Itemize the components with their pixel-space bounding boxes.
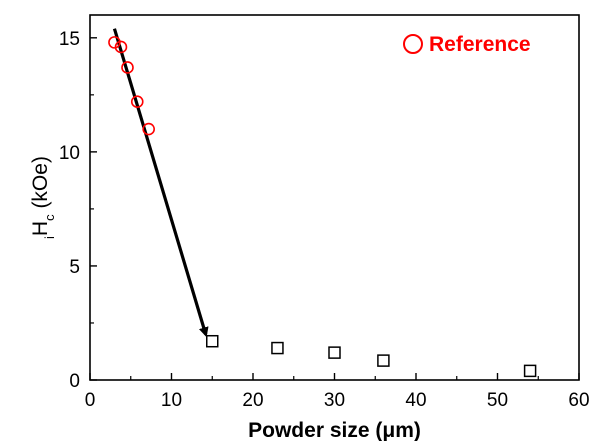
data-point-series-1 [523, 364, 537, 378]
data-point-series-0 [114, 40, 128, 54]
x-tick-label: 10 [161, 390, 182, 411]
y-tick-label: 5 [69, 257, 80, 278]
series-layer [108, 36, 537, 378]
y-tick-label: 10 [59, 143, 80, 164]
y-axis-label-sub-left: i [42, 236, 57, 239]
data-point-series-0 [142, 122, 155, 136]
y-axis-label: iHc (kOe) [29, 156, 57, 239]
x-tick-label: 60 [568, 390, 589, 411]
y-axis-ticks: 0 5 10 15 [59, 29, 97, 392]
x-tick-label: 50 [487, 390, 508, 411]
data-point-series-0 [130, 95, 144, 108]
data-point-series-1 [328, 346, 341, 359]
data-point-series-1 [206, 334, 219, 348]
data-point-series-0 [108, 36, 121, 49]
x-tick-label: 0 [85, 390, 96, 411]
y-axis-label-units: (kOe) [29, 156, 52, 214]
y-tick-label: 0 [69, 371, 80, 392]
legend-marker-reference [403, 34, 423, 54]
x-tick-label: 30 [324, 390, 345, 411]
svg-text:iHc (kOe): iHc (kOe) [29, 156, 57, 239]
annotation-layer [112, 28, 209, 338]
legend: Reference [403, 33, 531, 56]
y-axis-label-sub-right: c [42, 214, 57, 221]
x-tick-label: 20 [242, 390, 263, 411]
data-point-series-0 [121, 61, 134, 74]
trend-arrow [112, 28, 209, 338]
legend-label-reference: Reference [429, 33, 531, 56]
x-axis-label: Powder size (μm) [248, 419, 421, 441]
data-point-series-1 [377, 354, 390, 367]
y-tick-label: 15 [59, 29, 80, 50]
y-axis-label-prefix: H [29, 221, 52, 236]
data-point-series-1 [271, 341, 284, 355]
x-axis-ticks: 0 10 20 30 40 50 60 [85, 373, 590, 411]
x-tick-label: 40 [405, 390, 426, 411]
